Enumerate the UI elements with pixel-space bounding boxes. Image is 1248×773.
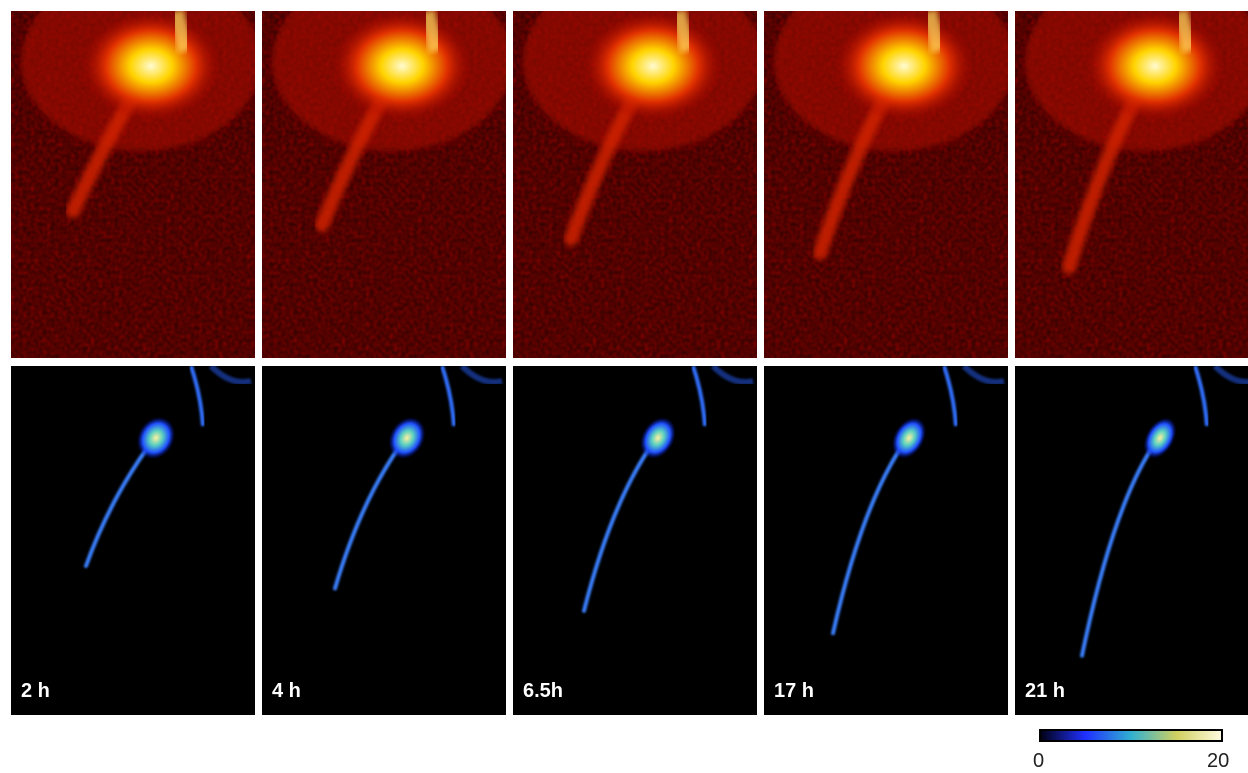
time-label: 6.5h: [523, 680, 563, 702]
blob: [388, 417, 426, 459]
cool-panel: 2 h: [11, 366, 255, 715]
hot-content: [1015, 11, 1248, 358]
branch: [419, 11, 445, 53]
cool-panel: 4 h: [262, 366, 506, 715]
branch: [921, 11, 947, 53]
blob: [834, 11, 974, 121]
filament: [1193, 366, 1209, 427]
cool-content: 6.5h: [513, 366, 757, 715]
hot-content: [262, 11, 506, 358]
filament: [961, 366, 1005, 385]
background: [764, 366, 1008, 715]
time-label: 4 h: [272, 680, 301, 702]
blob: [583, 11, 723, 121]
hot-panel: [262, 11, 506, 358]
cool-panel: 17 h: [764, 366, 1008, 715]
filament: [710, 366, 754, 385]
blob: [81, 11, 221, 121]
blob: [1085, 11, 1225, 121]
hot-panel: [1015, 11, 1248, 358]
filament: [691, 366, 707, 427]
hot-panel: [764, 11, 1008, 358]
time-label: 2 h: [21, 680, 50, 702]
cool-panel: 21 h: [1015, 366, 1248, 715]
cool-panel: 6.5h: [513, 366, 757, 715]
background: [1015, 366, 1248, 715]
blob: [1143, 417, 1177, 459]
cool-content: 21 h: [1015, 366, 1248, 715]
filament: [942, 366, 958, 427]
colorbar-max: 20: [1207, 750, 1230, 772]
blob: [640, 417, 676, 459]
background: [11, 366, 255, 715]
hot-panel: [513, 11, 757, 358]
background: [262, 366, 506, 715]
branch: [670, 11, 696, 53]
hot-panel: [11, 11, 255, 358]
time-label: 17 h: [774, 680, 814, 702]
filament: [440, 366, 456, 427]
filament: [189, 366, 205, 427]
colorbar: [1039, 729, 1223, 742]
filament: [208, 366, 252, 385]
cool-content: 2 h: [11, 366, 255, 715]
colorbar-min: 0: [1033, 750, 1045, 772]
hot-content: [513, 11, 757, 358]
blob: [891, 417, 927, 459]
blob: [136, 416, 176, 460]
cool-content: 17 h: [764, 366, 1008, 715]
filament: [459, 366, 503, 385]
filament: [1212, 366, 1248, 385]
blob: [332, 11, 472, 121]
time-label: 21 h: [1025, 680, 1065, 702]
branch: [168, 11, 194, 53]
background: [513, 366, 757, 715]
hot-content: [11, 11, 255, 358]
branch: [1172, 11, 1198, 53]
hot-content: [764, 11, 1008, 358]
cool-content: 4 h: [262, 366, 506, 715]
